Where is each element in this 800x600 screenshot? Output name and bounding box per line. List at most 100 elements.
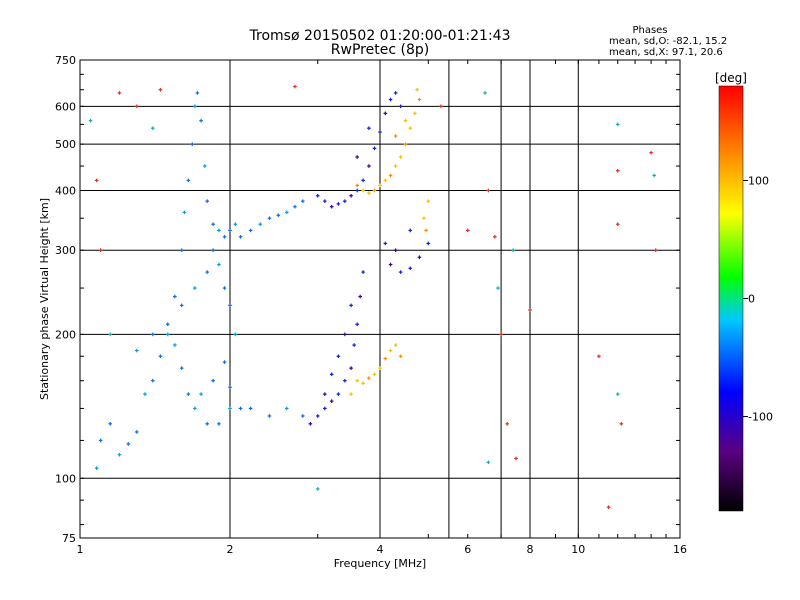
data-point	[158, 354, 163, 359]
colorbar-tick-label: 0	[748, 293, 755, 306]
data-point	[88, 118, 93, 123]
data-point	[653, 248, 658, 253]
data-point	[408, 228, 413, 233]
data-point	[499, 332, 503, 337]
data-point	[222, 235, 227, 239]
data-point	[388, 348, 393, 353]
data-point	[151, 332, 155, 337]
data-point	[323, 392, 327, 396]
data-point	[393, 248, 398, 253]
data-points	[88, 84, 658, 509]
data-point	[398, 155, 403, 159]
data-point	[619, 422, 624, 426]
data-point	[606, 505, 611, 509]
data-point	[308, 422, 313, 426]
data-point	[94, 178, 99, 183]
data-point	[193, 286, 197, 290]
colorbar-unit-label: [deg]	[715, 71, 747, 85]
data-point	[228, 228, 232, 233]
y-axis-label: Stationary phase Virtual Height [km]	[38, 198, 51, 400]
chart-title: Tromsø 20150502 01:20:00-01:21:43	[249, 28, 511, 44]
data-point	[284, 406, 289, 411]
data-point	[323, 406, 327, 411]
x-tick-label: 10	[571, 543, 585, 556]
data-point	[293, 204, 297, 209]
data-point	[293, 84, 297, 89]
data-point	[349, 392, 353, 396]
data-point	[493, 235, 497, 239]
data-point	[483, 91, 487, 95]
data-point	[372, 188, 377, 193]
data-point	[228, 385, 232, 390]
data-point	[233, 222, 238, 227]
data-point	[222, 360, 227, 364]
data-point	[361, 381, 365, 386]
colorbar-tick-label: -100	[748, 411, 773, 424]
phases-title: Phases	[632, 25, 667, 36]
data-point	[343, 378, 347, 383]
data-point	[378, 366, 382, 370]
data-point	[408, 266, 413, 271]
data-point	[398, 270, 403, 274]
data-point	[193, 406, 197, 411]
data-point	[108, 422, 113, 426]
data-point	[426, 199, 431, 203]
data-point	[417, 97, 422, 102]
data-point	[267, 216, 272, 221]
y-tick-label: 500	[55, 138, 76, 151]
data-point	[355, 155, 359, 159]
data-point	[361, 178, 365, 183]
x-tick-label: 8	[527, 543, 534, 556]
data-point	[211, 222, 215, 227]
data-point	[228, 303, 232, 308]
colorbar-ticks: 100 0 -100	[743, 174, 773, 424]
data-point	[355, 322, 359, 327]
data-point	[315, 487, 320, 491]
data-point	[195, 91, 200, 95]
data-point	[98, 248, 103, 253]
data-point	[238, 406, 243, 411]
data-point	[190, 142, 195, 146]
data-point	[597, 354, 601, 359]
data-point	[383, 178, 388, 183]
data-point	[439, 104, 443, 109]
data-point	[238, 235, 243, 239]
data-point	[652, 173, 656, 178]
data-point	[528, 308, 532, 312]
data-point	[383, 111, 388, 116]
data-point	[186, 392, 191, 396]
data-point	[205, 270, 209, 274]
data-point	[343, 332, 347, 337]
data-point	[388, 262, 393, 267]
data-point	[398, 354, 403, 359]
x-tick-label: 4	[377, 543, 384, 556]
data-point	[143, 392, 147, 396]
x-tick-label: 16	[673, 543, 687, 556]
data-point	[349, 193, 353, 198]
data-point	[465, 228, 470, 233]
data-point	[315, 193, 320, 198]
data-point	[173, 343, 177, 347]
data-point	[422, 216, 426, 221]
data-point	[315, 414, 320, 418]
data-point	[336, 202, 341, 206]
data-point	[248, 406, 253, 411]
data-point	[158, 87, 163, 92]
data-point	[352, 343, 356, 347]
data-point	[426, 241, 431, 246]
data-point	[329, 399, 334, 403]
data-point	[336, 354, 341, 359]
data-point	[417, 255, 422, 260]
data-point	[179, 366, 184, 370]
data-point	[248, 228, 253, 233]
data-point	[424, 228, 428, 233]
data-point	[98, 438, 103, 443]
data-point	[393, 134, 398, 138]
data-point	[367, 164, 371, 168]
data-point	[349, 303, 353, 308]
data-point	[393, 164, 398, 168]
data-point	[228, 406, 232, 411]
data-point	[134, 104, 139, 109]
data-point	[329, 204, 334, 209]
x-tick-label: 1	[77, 543, 84, 556]
